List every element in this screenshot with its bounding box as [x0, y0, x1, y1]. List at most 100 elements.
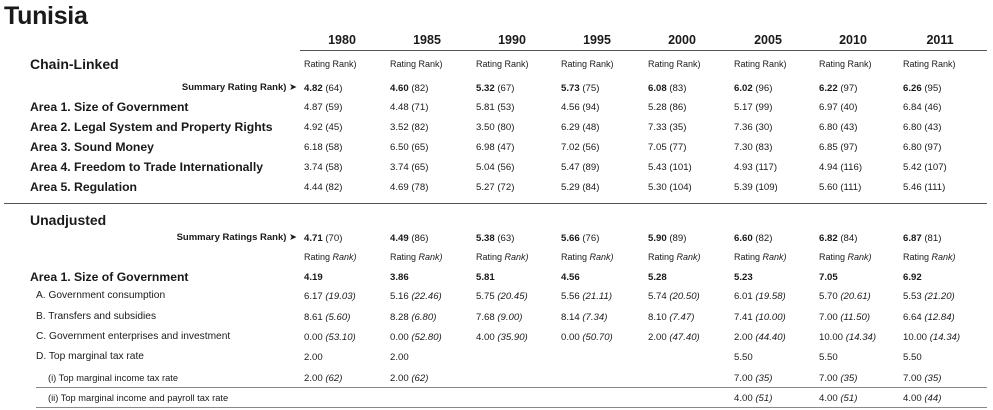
unadj-comp1-2000: 5.74 (20.50): [648, 291, 700, 302]
unadj-comp2-2010: 7.00 (11.50): [819, 312, 870, 323]
cell-value: 6.97: [819, 102, 838, 113]
rank-header: Rank): [504, 59, 529, 69]
chain-summary-2005: 6.02 (96): [734, 83, 772, 94]
cell-value: 5.50: [734, 352, 753, 363]
cell-rank: (111): [840, 182, 862, 193]
cell-rank: (77): [669, 142, 687, 153]
unadjusted-summary-label: Summary Ratings Rank) ➤: [176, 232, 297, 243]
cell-value: 6.82: [819, 233, 838, 244]
year-header-2000: 2000: [668, 33, 696, 47]
cell-rank: (58): [325, 162, 343, 173]
unadj-summary-2000: 5.90 (89): [648, 233, 686, 244]
cell-value: 7.02: [561, 142, 580, 153]
unadj-sub2-2005: 4.00 (51): [734, 393, 772, 404]
cell-rank: (99): [755, 102, 773, 113]
unadj-area1-2000: 5.28: [648, 272, 667, 283]
cell-value: 2.00: [734, 332, 753, 343]
cell-value: 2.00: [390, 373, 409, 384]
cell-rank: (50.70): [582, 332, 613, 343]
cell-rank: (51): [755, 393, 773, 404]
cell-rank: (5.60): [325, 312, 351, 323]
cell-rank: (71): [411, 102, 429, 113]
cell-rank: (62): [325, 373, 343, 384]
rank-header: Rank): [589, 252, 614, 262]
cell-rank: (12.84): [924, 312, 955, 323]
cell-value: 6.84: [903, 102, 922, 113]
chain-area3-1985: 6.50 (65): [390, 142, 428, 153]
cell-rank: (80): [497, 122, 515, 133]
cell-value: 4.82: [304, 83, 323, 94]
rating-header: Rating: [476, 252, 503, 262]
rank-header: Rank): [931, 252, 956, 262]
cell-value: 5.28: [648, 102, 667, 113]
cell-value: 5.43: [648, 162, 667, 173]
chain-area4-1990: 5.04 (56): [476, 162, 514, 173]
chain-area-label: Area 5. Regulation: [30, 180, 138, 194]
cell-rank: (14.34): [929, 332, 961, 343]
cell-value: 7.05: [648, 142, 667, 153]
chain-rating-rank-2005: Rating Rank): [734, 59, 787, 69]
unadj-area1-1980: 4.19: [304, 272, 323, 283]
chain-area5-2011: 5.46 (111): [903, 182, 945, 193]
cell-value: 5.42: [903, 162, 922, 173]
cell-rank: (96): [755, 83, 773, 94]
rating-header: Rating: [390, 59, 417, 69]
cell-value: 0.00: [304, 332, 323, 343]
cell-rank: (35): [669, 122, 687, 133]
rating-header: Rating: [903, 252, 930, 262]
unadj-comp4-2011: 5.50: [903, 352, 922, 363]
unadj-rating-rank-2005: Rating Rank): [734, 252, 787, 262]
cell-rank: (109): [755, 182, 778, 193]
unadj-area1-1990: 5.81: [476, 272, 495, 283]
cell-value: 6.17: [304, 291, 323, 302]
unadj-comp4-2005: 5.50: [734, 352, 753, 363]
cell-value: 6.02: [734, 83, 753, 94]
chain-area4-1980: 3.74 (58): [304, 162, 342, 173]
cell-value: 5.66: [561, 233, 580, 244]
unadj-rating-rank-1995: Rating Rank): [561, 252, 614, 262]
cell-value: 4.71: [304, 233, 323, 244]
year-header-2010: 2010: [839, 33, 867, 47]
cell-rank: (43): [924, 122, 942, 133]
cell-value: 5.74: [648, 291, 667, 302]
cell-value: 7.00: [903, 373, 922, 384]
unadj-sub2-2011: 4.00 (44): [903, 393, 941, 404]
cell-value: 7.00: [734, 373, 753, 384]
rank-header: Rank): [504, 252, 529, 262]
cell-value: 2.00: [390, 352, 409, 363]
cell-value: 5.32: [476, 83, 495, 94]
cell-rank: (97): [840, 83, 858, 94]
country-title: Tunisia: [4, 2, 88, 30]
rank-header: Rank): [589, 59, 614, 69]
component-label: A. Government consumption: [36, 290, 166, 301]
cell-value: 2.00: [648, 332, 667, 343]
cell-value: 0.00: [390, 332, 409, 343]
rating-header: Rating: [734, 59, 761, 69]
year-header-1990: 1990: [498, 33, 526, 47]
cell-value: 3.52: [390, 122, 409, 133]
chain-area1-2011: 6.84 (46): [903, 102, 941, 113]
cell-rank: (116): [840, 162, 863, 173]
cell-rank: (19.03): [325, 291, 356, 302]
cell-value: 6.80: [819, 122, 838, 133]
cell-rank: (7.34): [582, 312, 608, 323]
unadj-comp4-2010: 5.50: [819, 352, 838, 363]
cell-value: 5.81: [476, 102, 495, 113]
chain-area3-2005: 7.30 (83): [734, 142, 772, 153]
cell-value: 4.87: [304, 102, 323, 113]
chain-area3-1980: 6.18 (58): [304, 142, 342, 153]
rank-header: Rank): [332, 59, 357, 69]
cell-rank: (86): [669, 102, 687, 113]
cell-rank: (46): [924, 102, 942, 113]
cell-value: 3.74: [390, 162, 409, 173]
cell-rank: (40): [840, 102, 858, 113]
rank-header: Rank): [847, 59, 872, 69]
cell-value: 5.46: [903, 182, 922, 193]
cell-value: 4.00: [476, 332, 495, 343]
cell-value: 7.00: [819, 312, 838, 323]
cell-value: 4.56: [561, 272, 580, 283]
chain-area-label: Area 4. Freedom to Trade Internationally: [30, 160, 263, 174]
cell-value: 6.80: [903, 122, 922, 133]
rank-header: Rank): [847, 252, 872, 262]
cell-value: 8.10: [648, 312, 667, 323]
